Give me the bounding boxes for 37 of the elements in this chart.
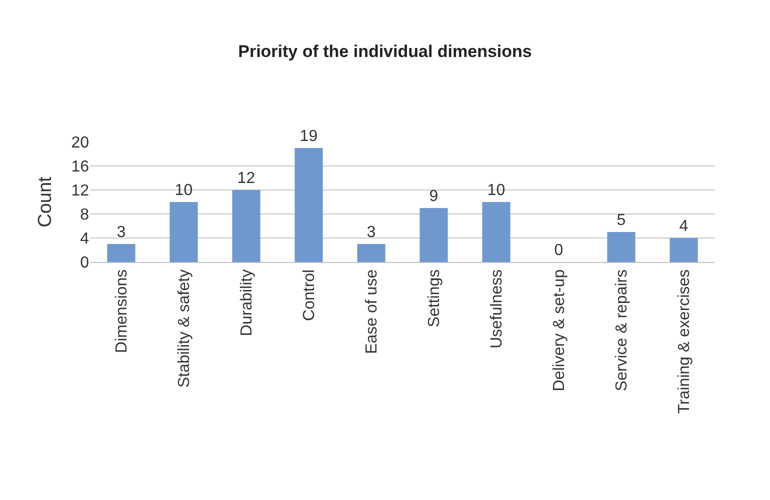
y-tick-label: 4 [80, 230, 90, 248]
data-label: 9 [429, 188, 438, 205]
bar [232, 190, 260, 262]
x-tick-label: Usefulness [488, 269, 506, 349]
data-label: 12 [237, 170, 256, 187]
bar [482, 202, 510, 262]
data-label: 0 [554, 242, 564, 259]
bar [107, 244, 136, 262]
data-label: 4 [679, 218, 688, 235]
data-label: 3 [366, 224, 376, 241]
y-tick-label: 0 [80, 254, 90, 272]
bar [420, 208, 448, 262]
y-tick-label: 8 [80, 206, 90, 224]
x-tick-label: Control [300, 269, 318, 321]
x-tick-label: Delivery & set-up [550, 269, 568, 392]
data-label: 10 [174, 182, 193, 199]
bar [294, 148, 323, 262]
data-label: 3 [116, 224, 126, 241]
bar [357, 244, 386, 262]
data-label: 10 [487, 182, 506, 199]
x-tick-label: Service & repairs [613, 269, 630, 392]
x-tick-label: Ease of use [363, 269, 380, 354]
data-label: 19 [300, 128, 318, 145]
bar [670, 238, 698, 262]
y-tick-label: 16 [71, 158, 90, 176]
y-tick-label: 20 [71, 134, 90, 152]
x-tick-label: Training & exercises [676, 269, 693, 414]
x-tick-label: Settings [426, 269, 443, 328]
chart-title: Priority of the individual dimensions [238, 42, 532, 61]
x-tick-label: Dimensions [113, 269, 130, 353]
y-tick-label: 12 [71, 182, 90, 200]
x-tick-label: Durability [238, 269, 256, 336]
x-tick-label: Stability & safety [176, 269, 193, 388]
bar [607, 232, 636, 262]
y-axis-title: Count [35, 176, 56, 228]
data-label: 5 [616, 212, 626, 229]
bar [170, 202, 198, 262]
